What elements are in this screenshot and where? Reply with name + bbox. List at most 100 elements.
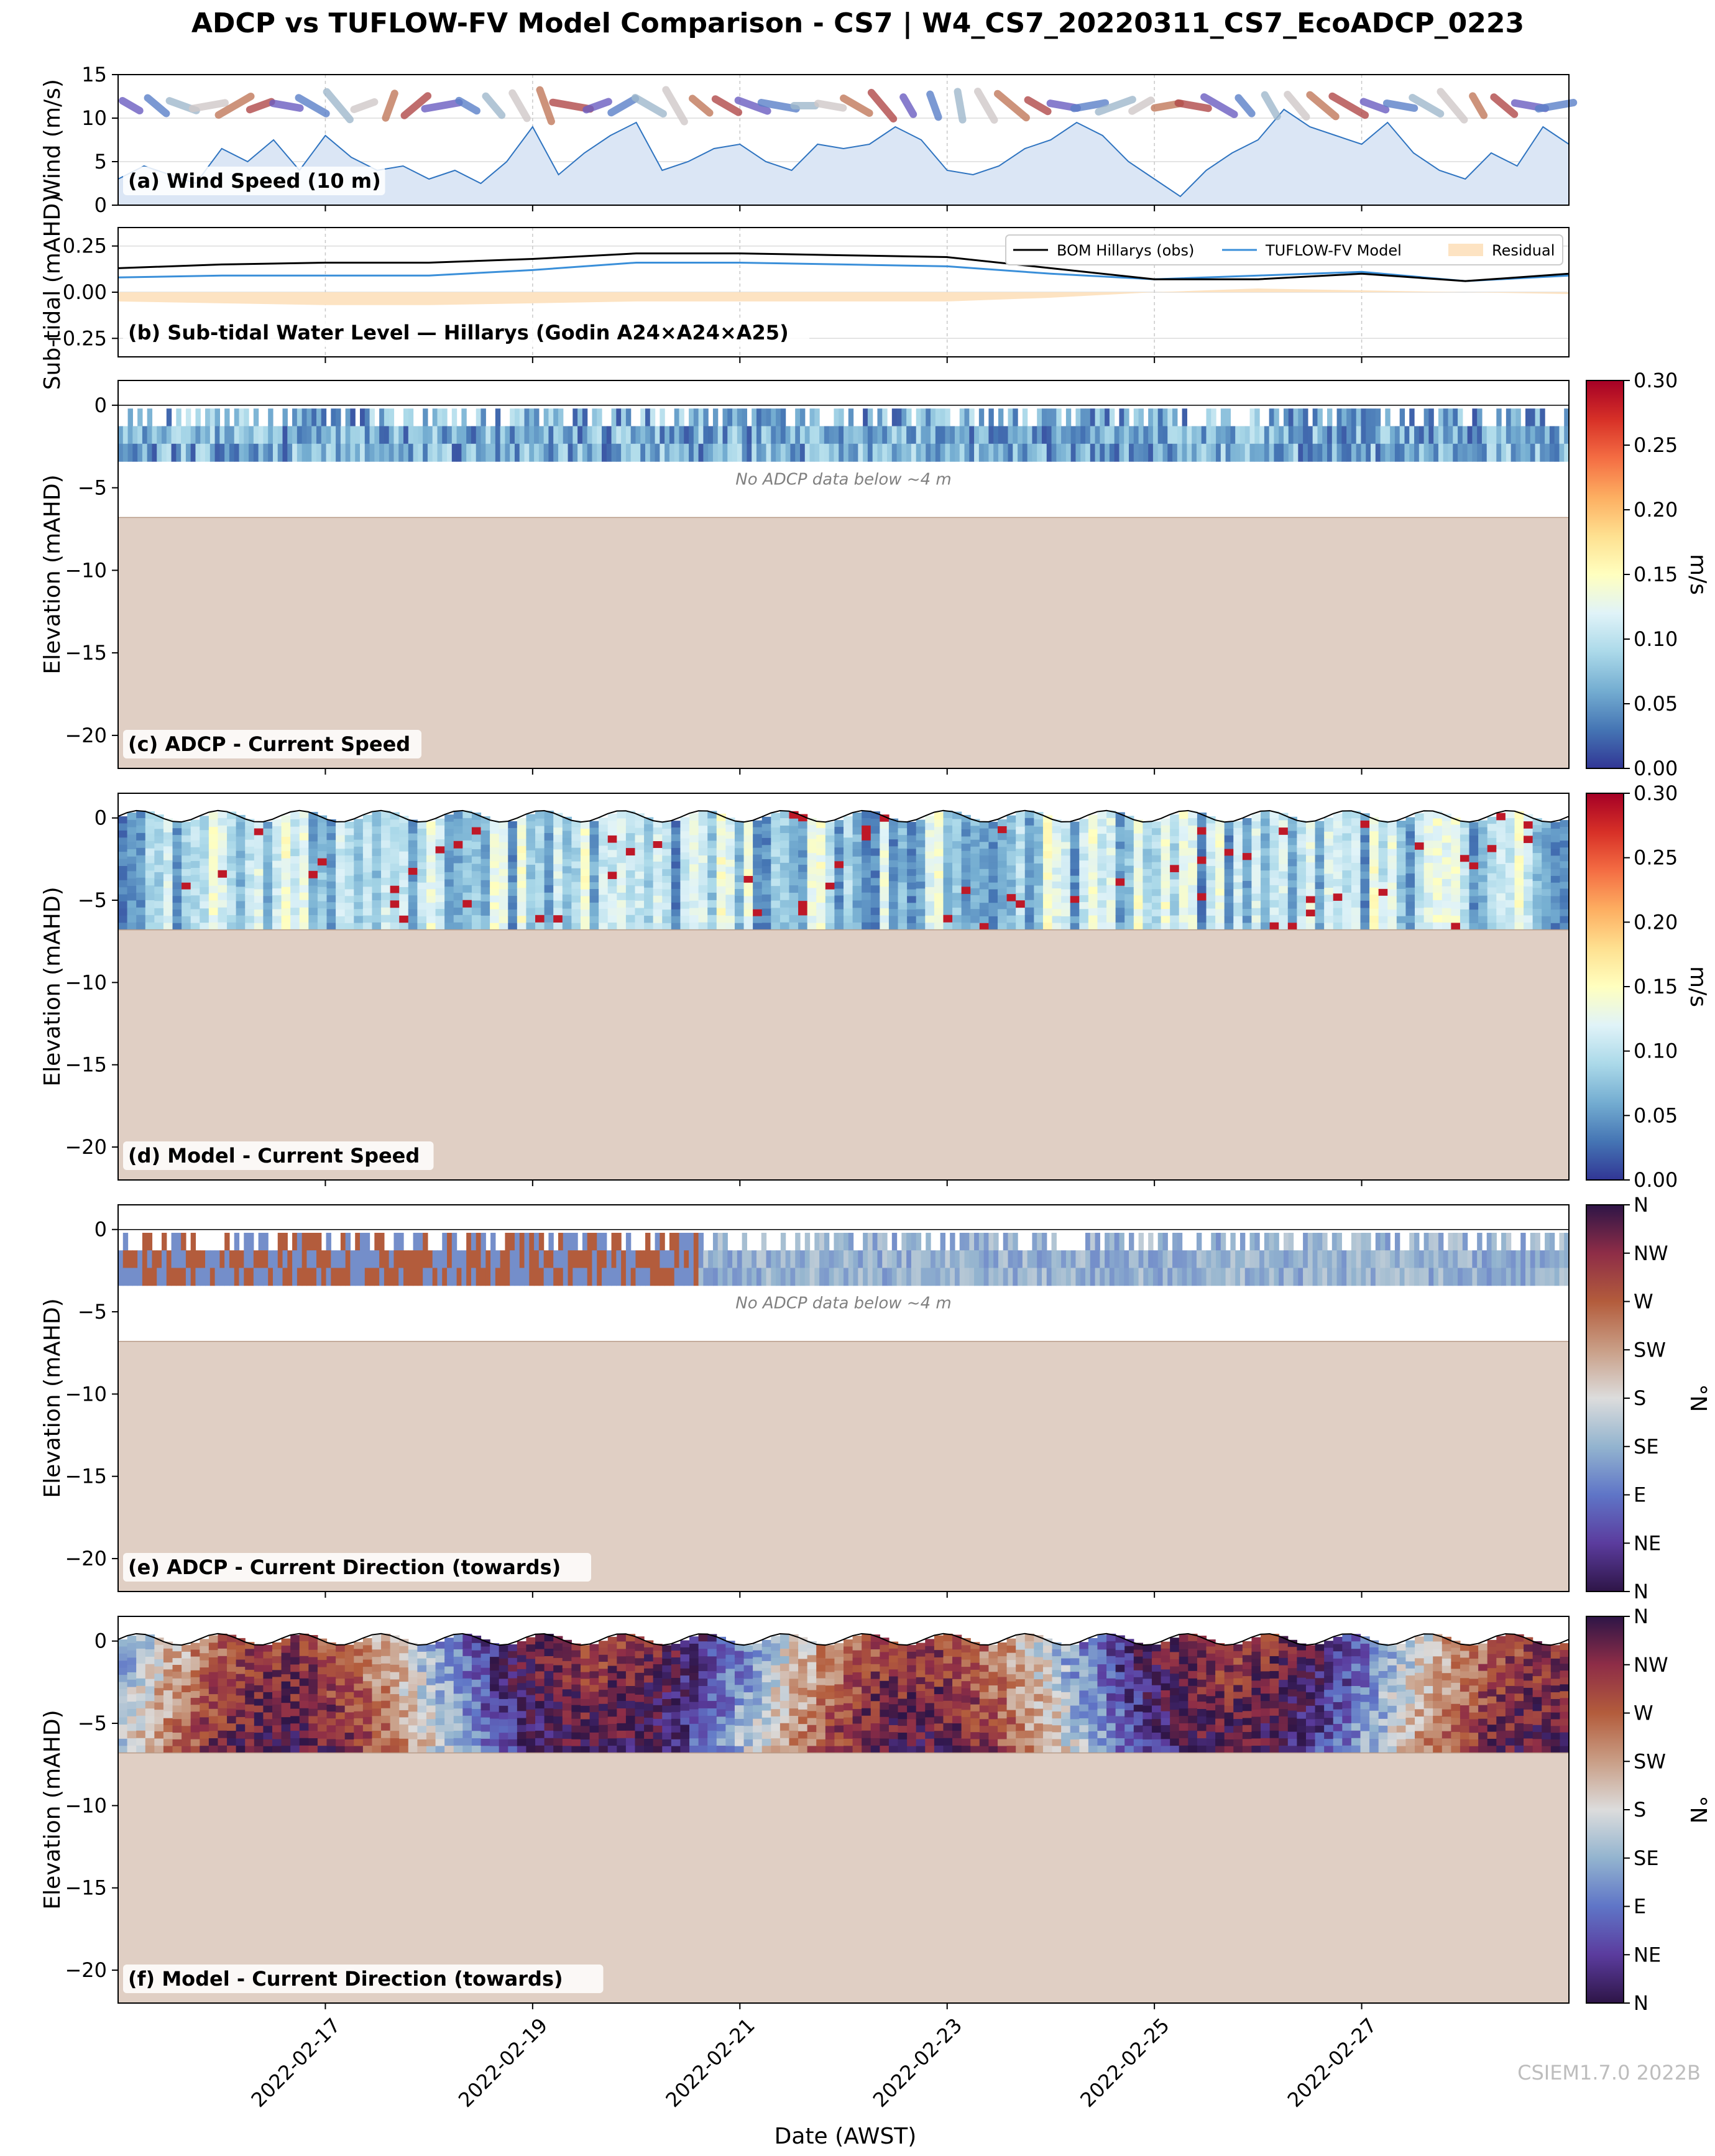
heat-cell <box>1070 855 1080 863</box>
heat-cell <box>725 824 735 832</box>
heat-cell <box>480 908 490 916</box>
heat-cell <box>372 1686 382 1695</box>
heat-cell <box>1451 845 1461 854</box>
heat-cell <box>1115 893 1125 901</box>
wind-arrow <box>1200 93 1238 118</box>
heat-cell <box>862 914 871 923</box>
heat-cell <box>236 822 246 830</box>
heat-cell <box>970 846 980 854</box>
heat-cell <box>200 830 209 838</box>
heat-cell <box>572 426 578 445</box>
heat-cell <box>1542 862 1552 869</box>
heat-cell <box>779 900 790 908</box>
heat-cell <box>1143 923 1152 931</box>
heat-cell <box>644 852 654 860</box>
heat-cell <box>898 909 908 917</box>
heat-cell <box>1451 824 1461 832</box>
heat-cell <box>456 1268 462 1286</box>
heat-cell <box>1162 1250 1168 1269</box>
heat-cell <box>182 923 191 931</box>
heat-cell <box>1405 901 1415 910</box>
heat-cell <box>326 826 336 834</box>
heat-cell <box>281 865 291 873</box>
heat-cell <box>1315 821 1325 829</box>
heat-cell <box>171 426 177 445</box>
seabed <box>118 1341 1569 1592</box>
heat-cell <box>644 916 654 923</box>
heat-cell <box>852 893 862 901</box>
heat-cell <box>154 887 164 895</box>
heat-cell <box>227 1649 237 1657</box>
heat-cell <box>747 443 752 462</box>
heat-cell <box>707 870 717 878</box>
heat-cell <box>807 923 817 931</box>
heat-cell <box>163 1655 173 1663</box>
heat-cell <box>635 1268 641 1286</box>
heat-cell <box>1394 1250 1400 1269</box>
heat-cell <box>916 840 926 848</box>
heat-cell <box>122 426 129 445</box>
heat-cell <box>858 443 863 462</box>
heat-cell <box>816 841 826 849</box>
heat-cell <box>190 860 200 868</box>
heat-cell <box>1287 915 1297 923</box>
heat-cell <box>354 902 364 910</box>
heat-cell <box>779 826 790 834</box>
heat-cell <box>345 1250 351 1269</box>
heat-cell <box>621 408 627 427</box>
heat-cell <box>326 867 336 875</box>
heat-cell <box>399 1703 409 1711</box>
heat-cell <box>907 835 917 843</box>
heat-cell <box>816 875 826 883</box>
heat-cell <box>964 1268 970 1286</box>
wind-arrow <box>1261 91 1281 121</box>
heat-cell <box>1515 1250 1521 1269</box>
heat-cell <box>1249 1268 1255 1286</box>
heat-cell <box>1274 1250 1279 1269</box>
heat-cell <box>435 1697 445 1705</box>
heat-cell <box>1196 426 1202 445</box>
heat-cell <box>630 426 637 445</box>
heat-cell <box>635 886 645 894</box>
heat-cell <box>1414 426 1420 445</box>
heat-cell <box>1469 916 1479 924</box>
heat-cell <box>1003 426 1009 445</box>
heat-cell <box>1478 916 1488 924</box>
heat-cell <box>245 860 255 868</box>
heat-cell <box>390 849 400 857</box>
heat-cell <box>344 1685 354 1693</box>
heat-cell <box>599 824 609 832</box>
heat-cell <box>517 860 527 868</box>
heat-cell <box>227 1693 237 1702</box>
heat-cell <box>597 443 602 462</box>
heat-cell <box>234 1250 240 1269</box>
heat-cell <box>435 1669 445 1677</box>
heat-cell <box>408 443 414 462</box>
heat-cell <box>344 1692 354 1700</box>
heat-cell <box>390 900 400 908</box>
heat-cell <box>524 408 530 427</box>
heat-cell <box>761 1250 767 1269</box>
heat-cell <box>1453 443 1458 462</box>
heat-cell <box>852 900 862 908</box>
heat-cell <box>190 1232 196 1251</box>
colorbar-tick-label: NE <box>1634 1531 1661 1555</box>
heat-cell <box>1085 1232 1091 1251</box>
heat-cell <box>1451 895 1461 903</box>
heat-cell <box>580 835 591 843</box>
heat-cell <box>1305 875 1316 883</box>
heat-cell <box>480 1250 486 1269</box>
heat-cell <box>306 1232 312 1251</box>
heat-cell <box>716 813 726 822</box>
y-tick-label: 0 <box>94 394 107 417</box>
heat-cell <box>1274 408 1279 427</box>
heat-cell <box>582 1250 588 1269</box>
heat-cell <box>1065 1268 1072 1286</box>
heat-cell <box>571 827 581 835</box>
heat-cell <box>245 881 255 889</box>
heat-cell <box>200 1653 209 1661</box>
heat-cell <box>1505 826 1515 834</box>
heat-cell <box>961 822 971 830</box>
heat-cell <box>229 1268 235 1286</box>
heat-cell <box>819 1250 825 1269</box>
